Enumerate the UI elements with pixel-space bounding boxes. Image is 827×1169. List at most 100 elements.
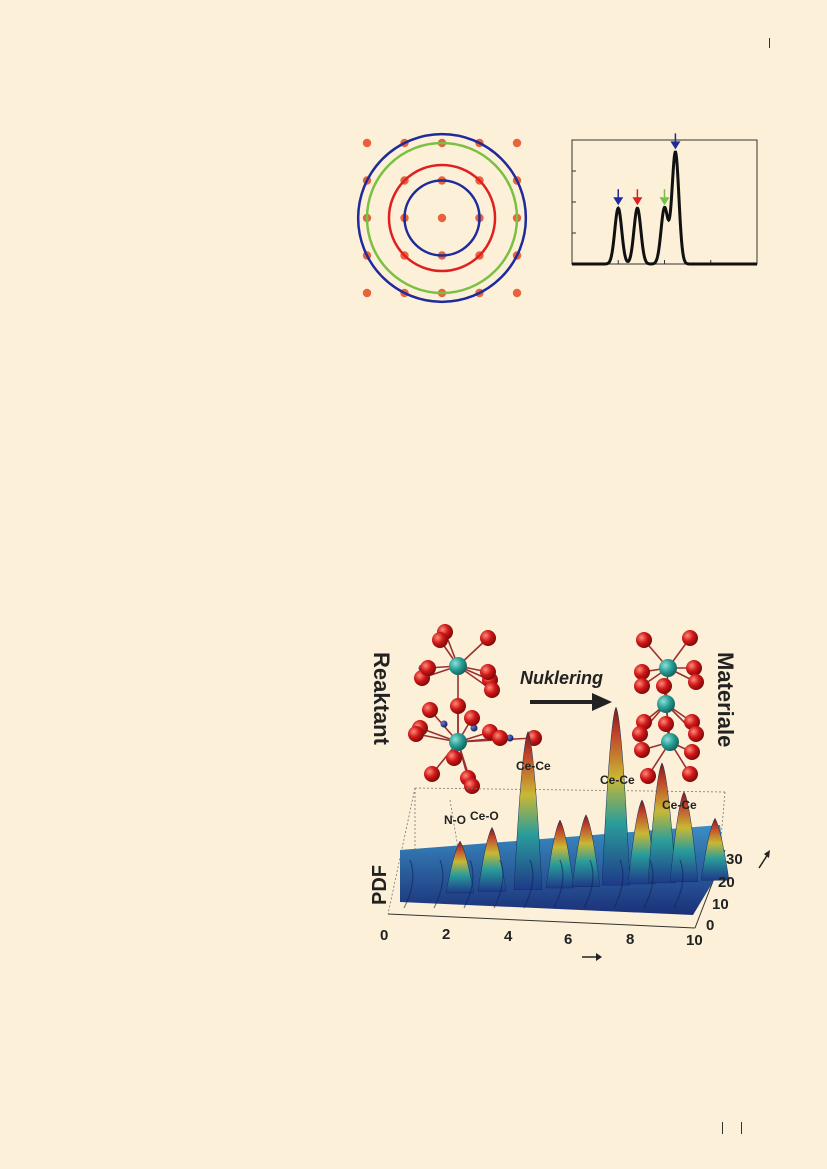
pdf-peak xyxy=(700,817,730,881)
oxygen-atom xyxy=(682,766,698,782)
x-axis-arrow-icon xyxy=(582,953,602,961)
peak-chart xyxy=(571,133,758,266)
lattice-point xyxy=(512,138,522,148)
oxygen-atom xyxy=(634,678,650,694)
x-tick-label: 4 xyxy=(504,928,513,945)
oxygen-atom xyxy=(688,726,704,742)
peak-arrow-icon xyxy=(670,133,681,150)
pdf-peak xyxy=(669,791,699,883)
lattice-point xyxy=(362,138,372,148)
cerium-atom xyxy=(449,657,467,675)
peak-label: Ce-Ce xyxy=(662,798,697,812)
oxygen-atom xyxy=(656,678,672,694)
cerium-atom xyxy=(449,733,467,751)
lattice-points xyxy=(362,138,522,298)
oxygen-atom xyxy=(480,630,496,646)
oxygen-atom xyxy=(422,702,438,718)
y-tick-label: 20 xyxy=(718,874,735,891)
reactant-molecule xyxy=(408,624,542,794)
footer-mark-right xyxy=(741,1122,742,1134)
nucleation-arrow xyxy=(530,693,612,711)
surface-ridge xyxy=(613,859,624,909)
neighbor-ring xyxy=(365,141,519,295)
lattice-point xyxy=(512,288,522,298)
oxygen-atom xyxy=(464,710,480,726)
oxygen-atom xyxy=(688,674,704,690)
oxygen-atom xyxy=(640,768,656,784)
oxygen-atom xyxy=(632,726,648,742)
y-tick-label: 30 xyxy=(726,851,743,868)
oxygen-atom xyxy=(446,750,462,766)
peak-arrow-icon xyxy=(659,189,670,206)
peak-label: Ce-Ce xyxy=(600,773,635,787)
nitrogen-atom xyxy=(440,720,448,728)
peak-arrows xyxy=(613,133,681,206)
oxygen-atom xyxy=(658,716,674,732)
surface-ridge xyxy=(463,859,474,909)
surface-ridge xyxy=(493,859,504,909)
nitrogen-atom xyxy=(506,734,514,742)
oxygen-atom xyxy=(682,630,698,646)
surface-ridge xyxy=(433,859,444,909)
pdf-peak xyxy=(601,706,631,886)
surface-ridge xyxy=(673,859,684,909)
peak-label: Ce-O xyxy=(470,809,499,823)
nucleation-pdf-figure: Reaktant Materiale Nuklering N-O Ce-O Ce-C… xyxy=(369,624,770,961)
surface-ridge xyxy=(523,859,534,909)
oxygen-atom xyxy=(432,632,448,648)
oxygen-atom xyxy=(684,744,700,760)
cerium-atom xyxy=(661,733,679,751)
footer-mark-left xyxy=(722,1122,723,1134)
lattice-point xyxy=(362,288,372,298)
oxygen-atom xyxy=(634,664,650,680)
pdf-peak xyxy=(571,814,601,887)
neighbor-ring xyxy=(387,163,497,273)
oxygen-atom xyxy=(686,660,702,676)
oxygen-atom xyxy=(634,742,650,758)
reactant-label: Reaktant xyxy=(369,652,394,746)
peak-arrow-icon xyxy=(613,189,624,206)
neighbor-ring xyxy=(403,179,481,257)
surface-ridge xyxy=(643,859,654,909)
y-tick-label: 0 xyxy=(706,917,714,934)
pdf-axis-label: PDF xyxy=(369,865,391,905)
x-tick-label: 0 xyxy=(380,927,388,944)
header-mark xyxy=(769,38,770,48)
oxygen-atom xyxy=(420,660,436,676)
x-tick-label: 8 xyxy=(626,931,634,948)
y-tick-label: 10 xyxy=(712,896,729,913)
oxygen-atom xyxy=(424,766,440,782)
series-line xyxy=(572,150,757,266)
neighbor-rings xyxy=(356,132,528,304)
y-axis-arrow-icon xyxy=(758,850,770,869)
oxygen-atom xyxy=(492,730,508,746)
material-label: Materiale xyxy=(713,652,738,747)
cerium-atom xyxy=(657,695,675,713)
pdf-peaks xyxy=(403,706,730,909)
oxygen-atom xyxy=(480,664,496,680)
oxygen-atom xyxy=(450,698,466,714)
surface-ridge xyxy=(583,859,594,909)
nitrogen-atom xyxy=(470,724,478,732)
x-tick-label: 6 xyxy=(564,931,572,948)
nucleation-label: Nuklering xyxy=(520,668,603,688)
x-tick-label: 2 xyxy=(442,926,450,943)
cerium-atom xyxy=(659,659,677,677)
peak-label: Ce-Ce xyxy=(516,759,551,773)
pdf-peak xyxy=(545,819,575,889)
oxygen-atom xyxy=(408,726,424,742)
peak-arrow-icon xyxy=(632,189,643,206)
oxygen-atom xyxy=(636,632,652,648)
lattice-rings-figure xyxy=(356,132,528,304)
peak-label: N-O xyxy=(444,813,466,827)
lattice-point xyxy=(437,213,447,223)
pdf-peak xyxy=(647,762,677,884)
surface-ridge xyxy=(403,859,414,909)
surface-ridge xyxy=(553,859,564,909)
pdf-peak xyxy=(445,840,475,894)
oxygen-atom xyxy=(464,778,480,794)
pdf-peak xyxy=(513,731,543,890)
neighbor-ring xyxy=(356,132,528,304)
material-molecule xyxy=(632,630,704,784)
oxygen-atom xyxy=(484,682,500,698)
